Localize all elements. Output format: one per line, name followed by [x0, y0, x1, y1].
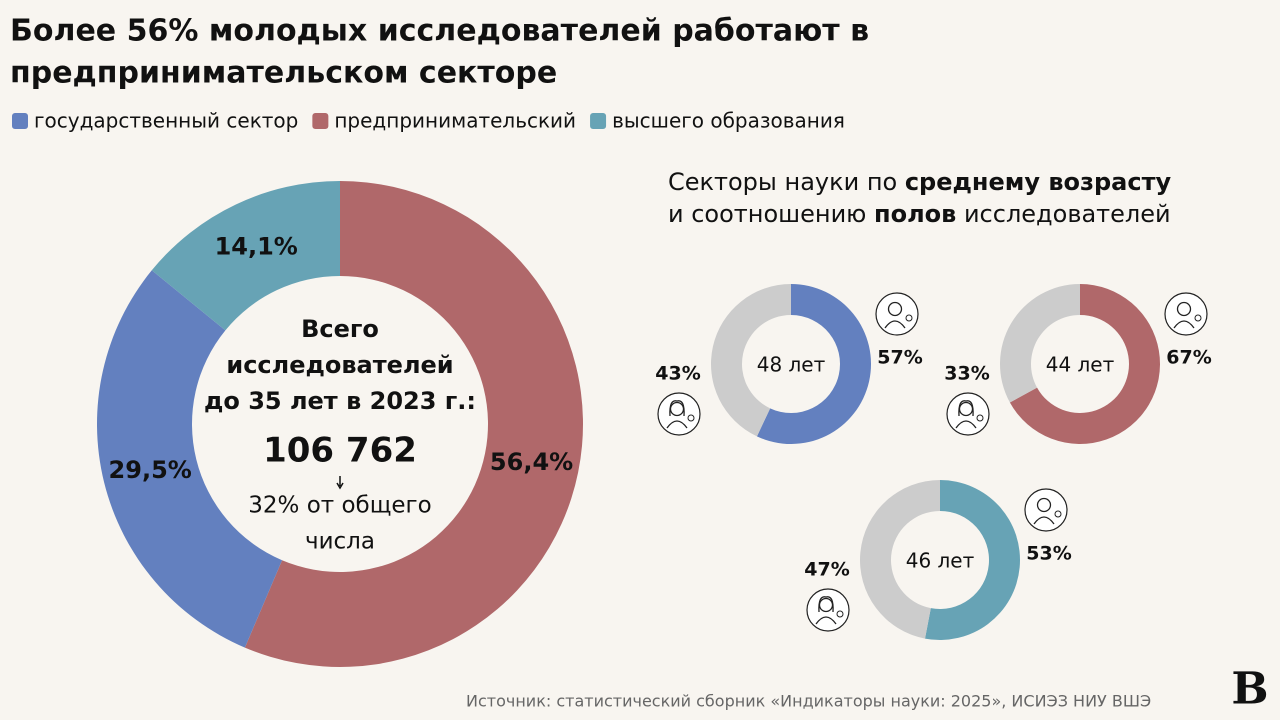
- section-title-part: Секторы науки по: [668, 168, 905, 196]
- center-label: исследователей: [226, 351, 453, 379]
- donut-segment: [97, 270, 283, 648]
- legend-swatch: [312, 113, 329, 129]
- center-label: Всего: [301, 315, 379, 343]
- center-value: 106 762: [263, 431, 417, 471]
- icon-hair: [958, 400, 974, 417]
- center-label: 46 лет: [906, 549, 975, 573]
- icon-body: [1173, 320, 1195, 329]
- value-label: 33%: [944, 363, 989, 385]
- female-icon: [946, 392, 990, 436]
- donut-segment: [1000, 284, 1080, 403]
- icon-head: [1036, 497, 1052, 513]
- center-label: до 35 лет в 2023 г.:: [204, 387, 476, 415]
- male-icon: [875, 292, 919, 336]
- donut-segment: [925, 480, 1020, 640]
- source: Источник: статистический сборник «Индика…: [466, 692, 1151, 711]
- icon-ring: [1024, 488, 1068, 532]
- value-label: 29,5%: [109, 456, 192, 484]
- arrow: [336, 476, 344, 490]
- legend-swatch: [590, 113, 607, 129]
- donut-segment: [1009, 284, 1160, 444]
- icon-gear: [905, 314, 913, 322]
- icon-head: [887, 301, 903, 317]
- legend-label: государственный сектор: [34, 109, 298, 133]
- icon-hair: [818, 596, 834, 613]
- icon-body: [955, 420, 977, 429]
- icon-body: [815, 616, 837, 625]
- donut-segment: [151, 181, 340, 331]
- icon-head: [1176, 301, 1192, 317]
- legend-swatch: [12, 113, 28, 129]
- icon-ring: [657, 392, 701, 436]
- center-note: 32% от общего: [248, 493, 431, 519]
- value-label: 53%: [1026, 543, 1071, 565]
- section-title-part: полов: [874, 200, 956, 228]
- title: Более 56% молодых исследователей работаю…: [10, 14, 869, 49]
- icon-ring: [875, 292, 919, 336]
- icon-gear: [976, 414, 984, 422]
- value-label: 67%: [1166, 347, 1211, 369]
- male-icon: [1164, 292, 1208, 336]
- section-title-part: среднему возрасту: [905, 168, 1172, 196]
- section-title: и соотношению полов исследователей: [668, 200, 1171, 228]
- icon-body: [666, 420, 688, 429]
- icon-ring: [806, 588, 850, 632]
- female-icon: [806, 588, 850, 632]
- donut-segment: [710, 284, 791, 437]
- center-label: 48 лет: [757, 353, 826, 377]
- center-note: числа: [305, 529, 375, 555]
- male-icon: [1024, 488, 1068, 532]
- center-label: 44 лет: [1046, 353, 1115, 377]
- value-label: 56,4%: [490, 448, 573, 476]
- icon-body: [884, 320, 906, 329]
- female-icon: [657, 392, 701, 436]
- icon-gear: [1054, 510, 1062, 518]
- donut-segment: [244, 181, 584, 667]
- value-label: 57%: [877, 347, 922, 369]
- section-title-part: и соотношению: [668, 200, 874, 228]
- value-label: 14,1%: [215, 232, 298, 260]
- section-title-part: исследователей: [956, 200, 1170, 228]
- icon-gear: [687, 414, 695, 422]
- legend-label: высшего образования: [612, 109, 845, 133]
- icon-ring: [1164, 292, 1208, 336]
- legend-label: предпринимательский: [334, 109, 576, 133]
- section-title: Секторы науки по среднему возрасту: [668, 168, 1172, 196]
- icon-gear: [1194, 314, 1202, 322]
- logo: В: [1231, 664, 1268, 715]
- donut-segment: [859, 480, 940, 639]
- icon-gear: [836, 610, 844, 618]
- title: предпринимательском секторе: [10, 56, 557, 91]
- icon-ring: [946, 392, 990, 436]
- donut-segment: [756, 284, 871, 444]
- icon-body: [1033, 516, 1055, 525]
- value-label: 47%: [804, 559, 849, 581]
- value-label: 43%: [655, 363, 700, 385]
- icon-hair: [669, 400, 685, 417]
